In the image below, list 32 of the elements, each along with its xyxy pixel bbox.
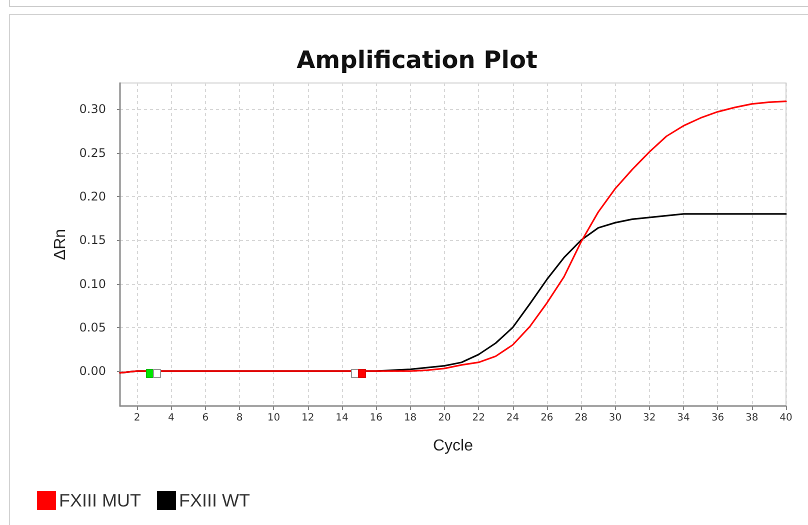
x-tick-label: 10 [267, 412, 280, 424]
y-tick-label: 0.25 [79, 146, 106, 160]
x-tick-label: 40 [780, 412, 792, 424]
y-tick-label: 0.10 [79, 276, 106, 291]
y-tick-label: 0.05 [79, 320, 106, 334]
x-tick-label: 36 [711, 412, 724, 424]
x-tick-label: 30 [608, 412, 622, 424]
chart-title: Amplification Plot [296, 46, 538, 74]
x-tick-label: 26 [540, 412, 554, 424]
x-tick-label: 14 [336, 412, 348, 424]
legend-label: FXIII WT [178, 490, 250, 510]
x-axis-title: Cycle [432, 438, 474, 454]
x-tick-label: 22 [472, 412, 485, 424]
x-tick-label: 6 [202, 412, 209, 424]
x-tick-label: 2 [134, 412, 140, 424]
x-tick-label: 38 [745, 412, 758, 424]
y-tick-label: 0.00 [79, 364, 106, 378]
y-tick-label: 0.20 [79, 189, 106, 204]
x-tick-label: 12 [301, 412, 314, 424]
x-tick-label: 16 [370, 412, 383, 424]
y-axis-title: ΔRn [52, 228, 69, 260]
x-tick-label: 28 [574, 412, 588, 424]
y-tick-label: 0.30 [79, 102, 106, 116]
x-tick-label: 18 [404, 412, 417, 424]
x-tick-label: 24 [506, 412, 520, 424]
x-tick-label: 20 [438, 412, 451, 424]
x-tick-label: 8 [236, 412, 243, 424]
x-tick-label: 4 [168, 412, 174, 424]
x-tick-label: 32 [643, 412, 656, 424]
y-tick-label: 0.15 [79, 233, 106, 248]
legend-label: FXIII MUT [59, 490, 141, 510]
x-tick-label: 34 [677, 412, 690, 424]
